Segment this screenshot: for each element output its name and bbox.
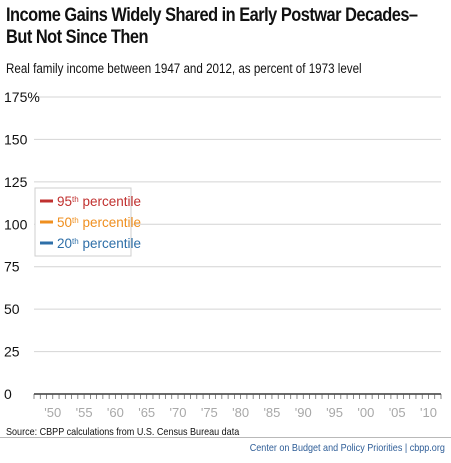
y-tick-label: 125	[4, 174, 28, 190]
x-tick-label: '65	[138, 405, 155, 420]
chart-title-line-1: Income Gains Widely Shared in Early Post…	[6, 4, 418, 26]
x-tick-label: '70	[170, 405, 187, 420]
legend-label: 20th percentile	[57, 236, 141, 251]
x-tick-label: '00	[357, 405, 374, 420]
x-tick-label: '55	[76, 405, 93, 420]
x-tick-label: '10	[420, 405, 437, 420]
y-tick-label: 100	[4, 216, 28, 232]
footer-divider	[0, 437, 451, 438]
x-tick-label: '75	[201, 405, 218, 420]
y-tick-label: 150	[4, 131, 28, 147]
x-tick-label: '05	[389, 405, 406, 420]
source-note: Source: CBPP calculations from U.S. Cens…	[6, 426, 240, 438]
y-tick-label: 50	[4, 301, 20, 317]
x-tick-label: '95	[326, 405, 343, 420]
legend-label: 50th percentile	[57, 215, 141, 230]
x-tick-label: '60	[107, 405, 124, 420]
chart-subtitle: Real family income between 1947 and 2012…	[6, 61, 362, 76]
y-tick-label: 0	[4, 386, 12, 402]
legend-label: 95th percentile	[57, 194, 141, 209]
credit-line: Center on Budget and Policy Priorities |…	[249, 442, 445, 454]
y-tick-label: 25	[4, 344, 20, 360]
x-tick-label: '50	[44, 405, 61, 420]
chart-title-line-2: But Not Since Then	[6, 26, 149, 48]
x-tick-label: '80	[232, 405, 249, 420]
y-tick-label: 175%	[4, 89, 40, 105]
y-tick-label: 75	[4, 259, 20, 275]
chart-title: Income Gains Widely Shared in Early Post…	[6, 4, 418, 48]
x-tick-label: '85	[263, 405, 280, 420]
x-tick-label: '90	[295, 405, 312, 420]
